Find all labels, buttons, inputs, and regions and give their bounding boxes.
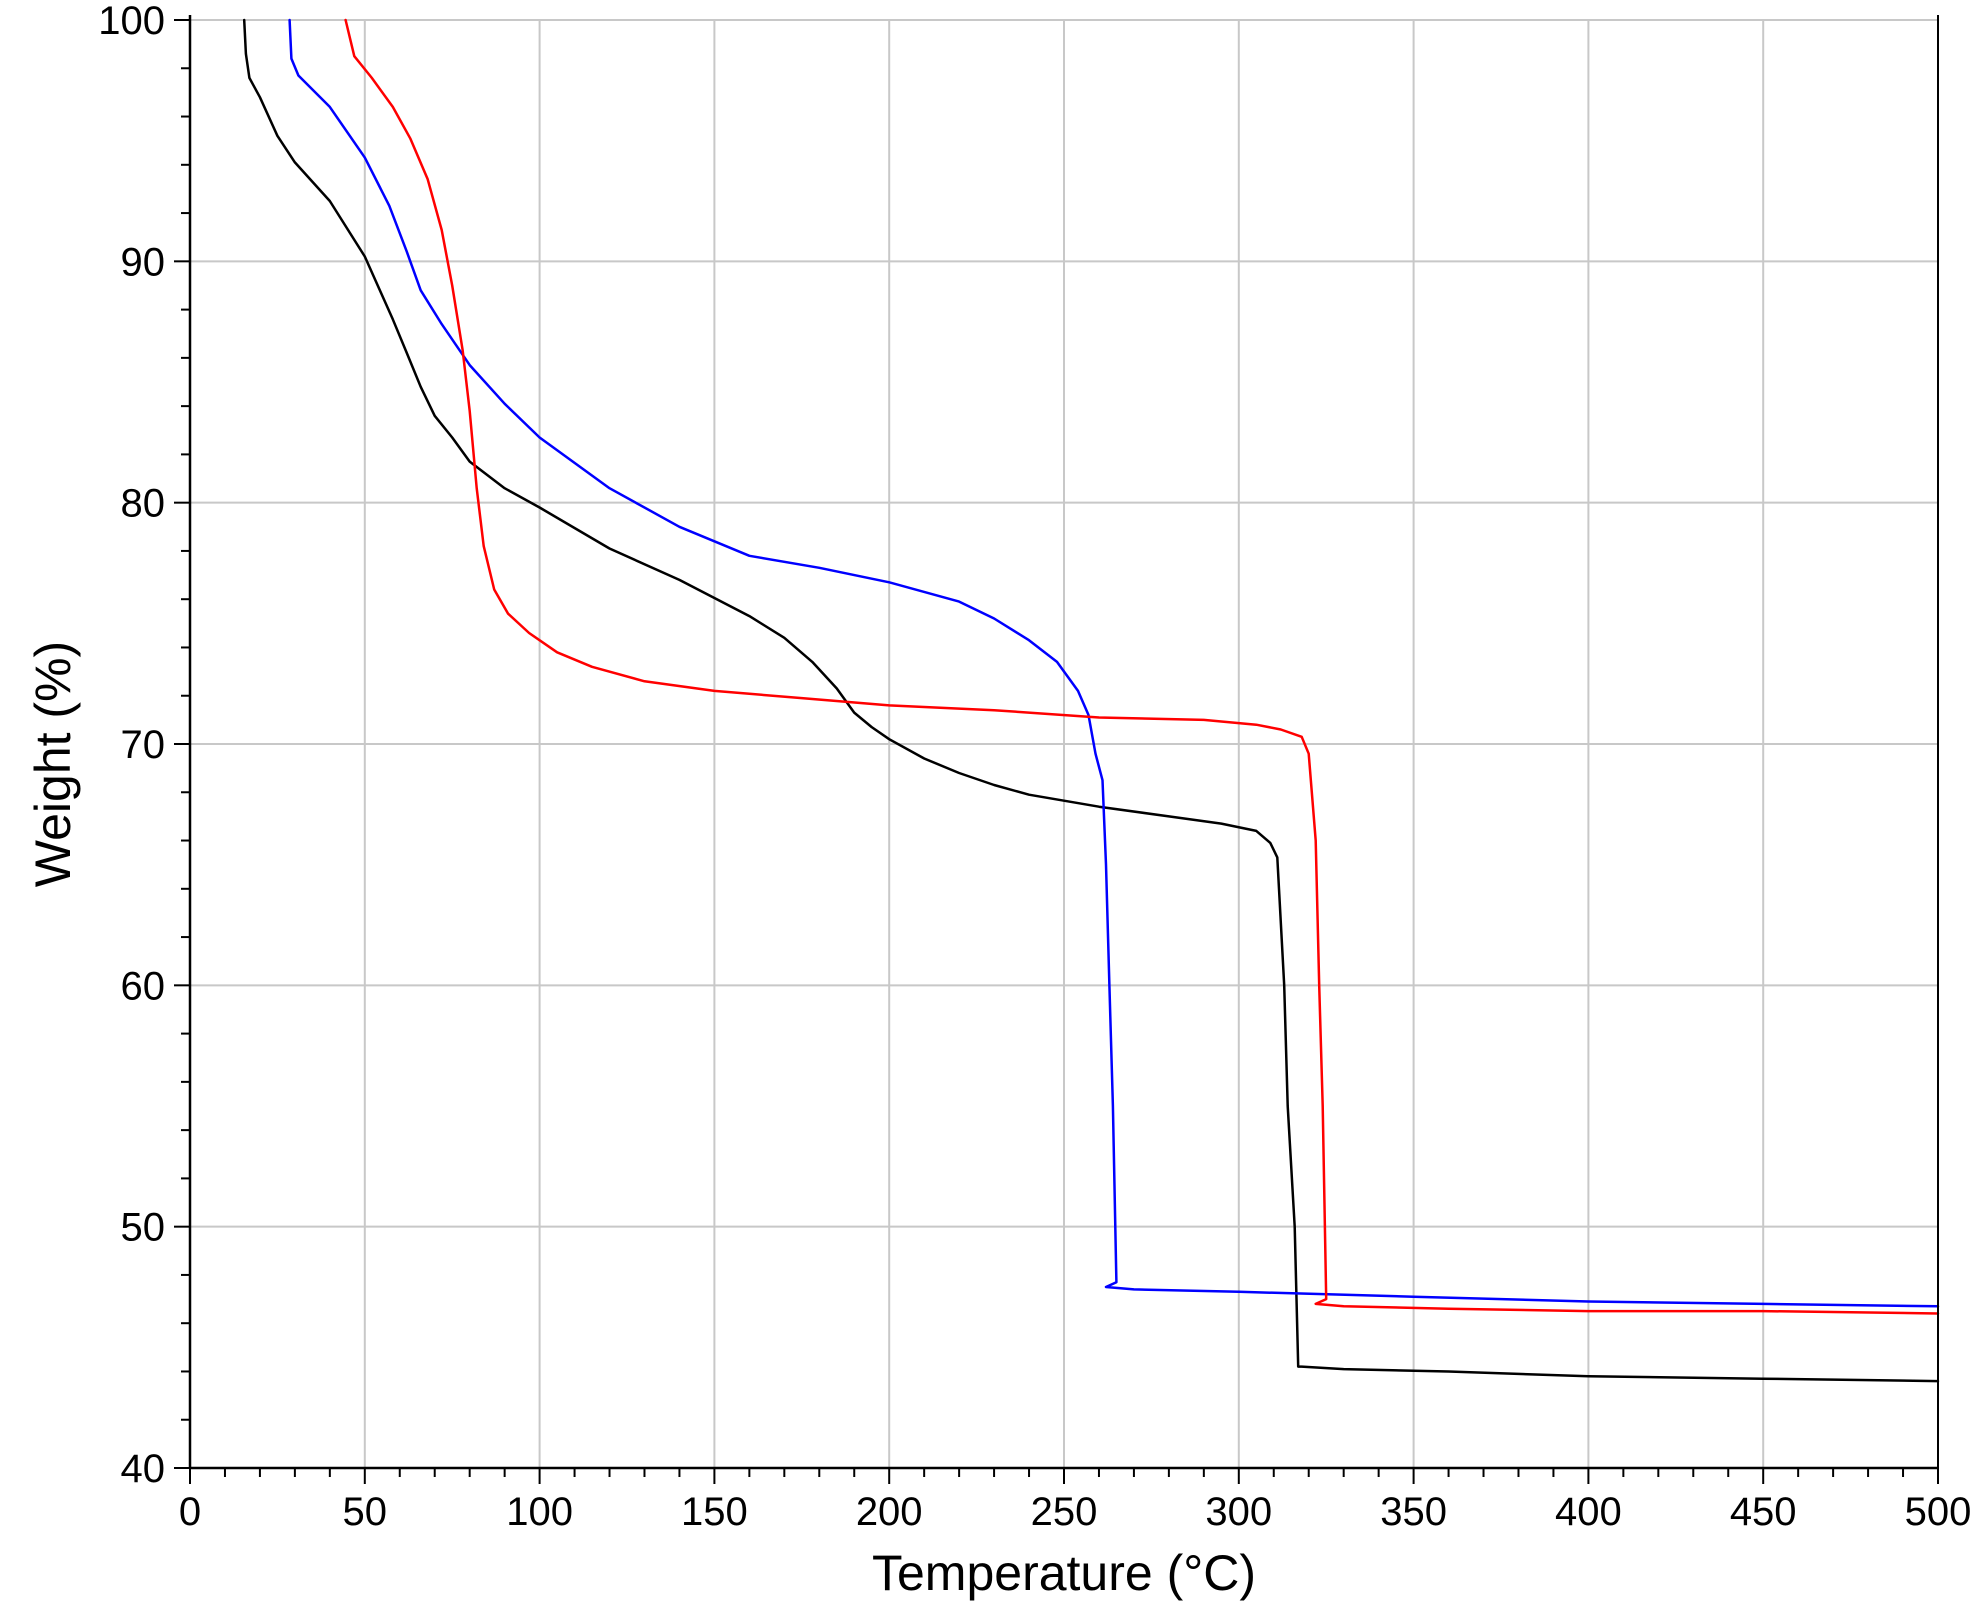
y-tick-label-70: 70 xyxy=(121,723,166,767)
y-tick-label-90: 90 xyxy=(121,240,166,284)
x-tick-label-250: 250 xyxy=(1031,1490,1098,1534)
y-tick-label-60: 60 xyxy=(121,964,166,1008)
y-tick-label-100: 100 xyxy=(98,0,165,43)
x-tick-label-50: 50 xyxy=(343,1490,388,1534)
x-tick-label-100: 100 xyxy=(506,1490,573,1534)
y-tick-label-80: 80 xyxy=(121,482,166,526)
x-tick-label-400: 400 xyxy=(1555,1490,1622,1534)
x-axis-title: Temperature (°C) xyxy=(872,1545,1256,1601)
x-tick-label-150: 150 xyxy=(681,1490,748,1534)
series-red-line xyxy=(344,18,1940,1315)
tick-labels: 0 50 100 150 200 250 300 350 400 450 500 40 50 60 70 80… xyxy=(98,0,1971,1534)
tick-marks xyxy=(174,19,1939,1484)
grid-lines xyxy=(190,19,1939,1468)
y-axis-title: Weight (%) xyxy=(25,641,81,887)
x-tick-label-0: 0 xyxy=(179,1490,201,1534)
x-tick-label-300: 300 xyxy=(1205,1490,1272,1534)
series-blue-line xyxy=(288,18,1940,1308)
series-layer xyxy=(242,18,1940,1383)
x-tick-label-200: 200 xyxy=(856,1490,923,1534)
x-tick-label-350: 350 xyxy=(1380,1490,1447,1534)
x-tick-label-500: 500 xyxy=(1905,1490,1972,1534)
x-tick-label-450: 450 xyxy=(1730,1490,1797,1534)
series-black-line xyxy=(242,18,1940,1383)
y-tick-label-40: 40 xyxy=(121,1447,166,1491)
y-tick-label-50: 50 xyxy=(121,1206,166,1250)
